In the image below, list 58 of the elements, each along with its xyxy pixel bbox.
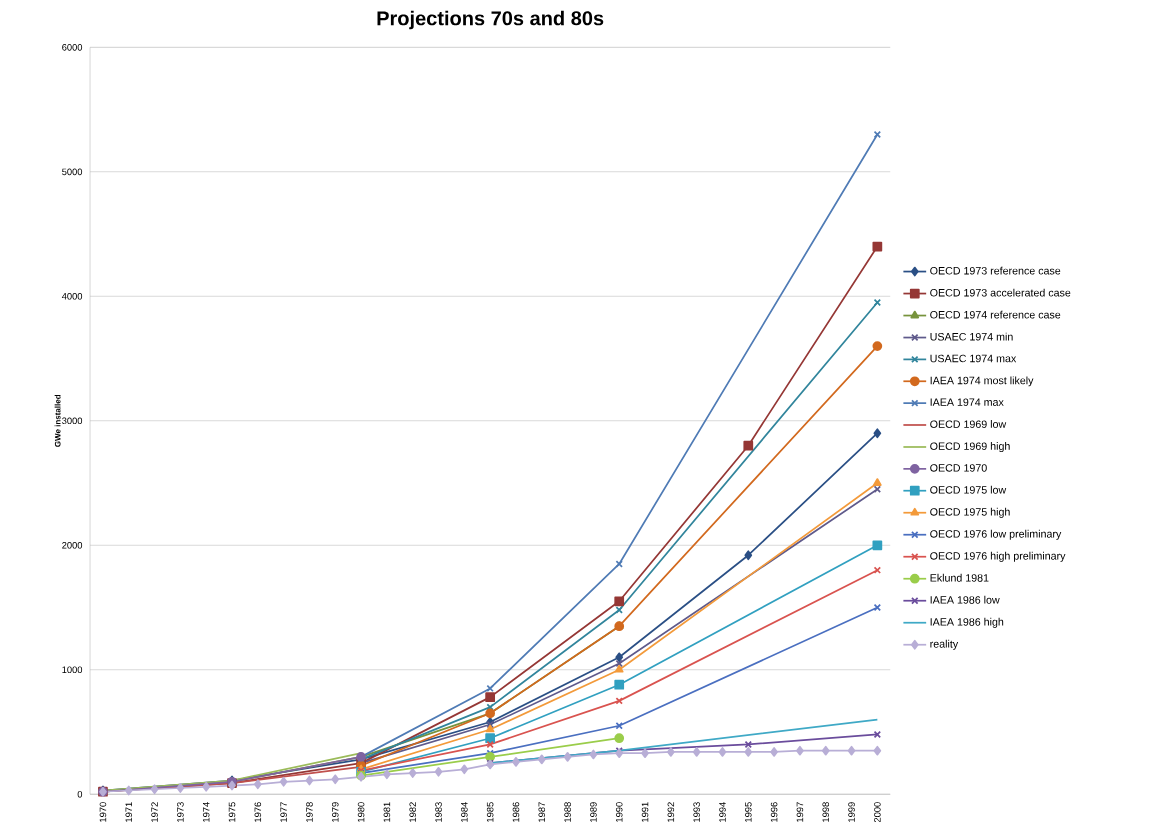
x-tick-label: 1983 <box>435 802 442 823</box>
legend-label: IAEA 1986 low <box>930 596 1000 604</box>
x-tick-label: 1998 <box>822 802 830 823</box>
x-tick-label: 1970 <box>99 802 107 823</box>
y-tick-label: 6000 <box>62 44 83 51</box>
legend-label: OECD 1973 accelerated case <box>930 288 1071 297</box>
legend-label: IAEA 1986 high <box>930 618 1004 629</box>
legend-label: USAEC 1974 max <box>930 354 1017 363</box>
legend-label: Eklund 1981 <box>930 574 989 582</box>
legend-label: OECD 1975 low <box>930 486 1007 494</box>
x-tick-label: 1977 <box>280 802 287 823</box>
x-tick-label: 1986 <box>512 802 520 823</box>
x-tick-label: 1981 <box>383 802 391 823</box>
legend-label: IAEA 1974 most likely <box>930 376 1034 387</box>
x-tick-label: 1982 <box>409 802 416 823</box>
x-tick-label: 1993 <box>693 802 700 823</box>
legend-label: USAEC 1974 min <box>930 332 1013 341</box>
chart-title: Projections 70s and 80s <box>377 10 604 30</box>
y-tick-label: 0 <box>77 791 83 798</box>
x-tick-label: 1971 <box>125 802 133 823</box>
x-tick-label: 1994 <box>719 802 726 823</box>
x-tick-label: 1985 <box>486 802 494 823</box>
x-tick-label: 1990 <box>615 802 623 823</box>
x-tick-label: 1997 <box>796 802 804 823</box>
x-tick-label: 1996 <box>770 802 778 823</box>
legend-label: reality <box>930 640 959 651</box>
x-tick-label: 1988 <box>564 802 571 823</box>
y-tick-label: 4000 <box>61 293 83 300</box>
x-tick-label: 1973 <box>177 802 184 823</box>
x-tick-label: 1976 <box>254 802 262 823</box>
y-tick-label: 1000 <box>62 666 83 674</box>
y-axis-title: GWe installed <box>54 395 61 448</box>
x-tick-label: 1975 <box>228 802 236 823</box>
x-tick-label: 1989 <box>590 802 597 823</box>
legend-label: OECD 1974 reference case <box>930 310 1061 319</box>
x-tick-label: 1979 <box>331 802 339 823</box>
legend-label: OECD 1975 high <box>930 508 1010 518</box>
legend-label: IAEA 1974 max <box>930 398 1004 407</box>
y-tick-label: 3000 <box>62 417 83 425</box>
x-tick-label: 1992 <box>667 802 675 823</box>
y-tick-label: 5000 <box>62 168 83 176</box>
y-tick-label: 2000 <box>62 542 83 549</box>
x-tick-label: 1995 <box>745 802 752 823</box>
legend-label: OECD 1969 high <box>930 442 1010 453</box>
x-tick-label: 1978 <box>306 802 313 823</box>
x-tick-label: 1980 <box>357 802 365 823</box>
x-tick-label: 1984 <box>461 802 468 823</box>
legend-label: OECD 1970 <box>930 464 987 472</box>
legend-label: OECD 1976 low preliminary <box>930 530 1062 540</box>
x-tick-label: 1991 <box>641 802 649 823</box>
legend-label: OECD 1969 low <box>930 420 1007 429</box>
x-tick-label: 1987 <box>538 802 546 823</box>
x-tick-label: 2000 <box>874 802 881 823</box>
legend-label: OECD 1976 high preliminary <box>930 552 1066 562</box>
x-tick-label: 1972 <box>151 802 158 823</box>
x-tick-label: 1974 <box>202 802 210 823</box>
legend-label: OECD 1973 reference case <box>930 266 1061 275</box>
x-tick-label: 1999 <box>848 802 855 823</box>
